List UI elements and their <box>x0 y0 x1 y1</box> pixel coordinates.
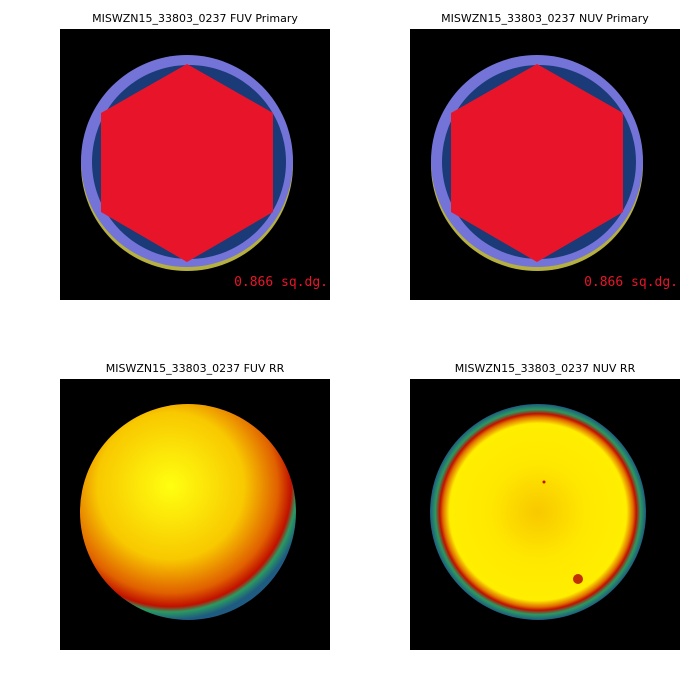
response-disk <box>80 404 296 620</box>
hotspot <box>542 480 546 484</box>
panel-title: MISWZN15_33803_0237 NUV Primary <box>441 12 649 25</box>
panel-title: MISWZN15_33803_0237 FUV RR <box>106 362 285 375</box>
panel-title: MISWZN15_33803_0237 NUV RR <box>455 362 636 375</box>
panel-title: MISWZN15_33803_0237 FUV Primary <box>92 12 298 25</box>
hexagon-primary <box>101 64 273 262</box>
hotspot <box>573 574 583 584</box>
area-annotation: 0.866 sq.dg. <box>234 275 328 290</box>
hexagon-primary <box>451 64 623 262</box>
area-annotation: 0.866 sq.dg. <box>584 275 678 290</box>
response-disk <box>430 404 646 620</box>
